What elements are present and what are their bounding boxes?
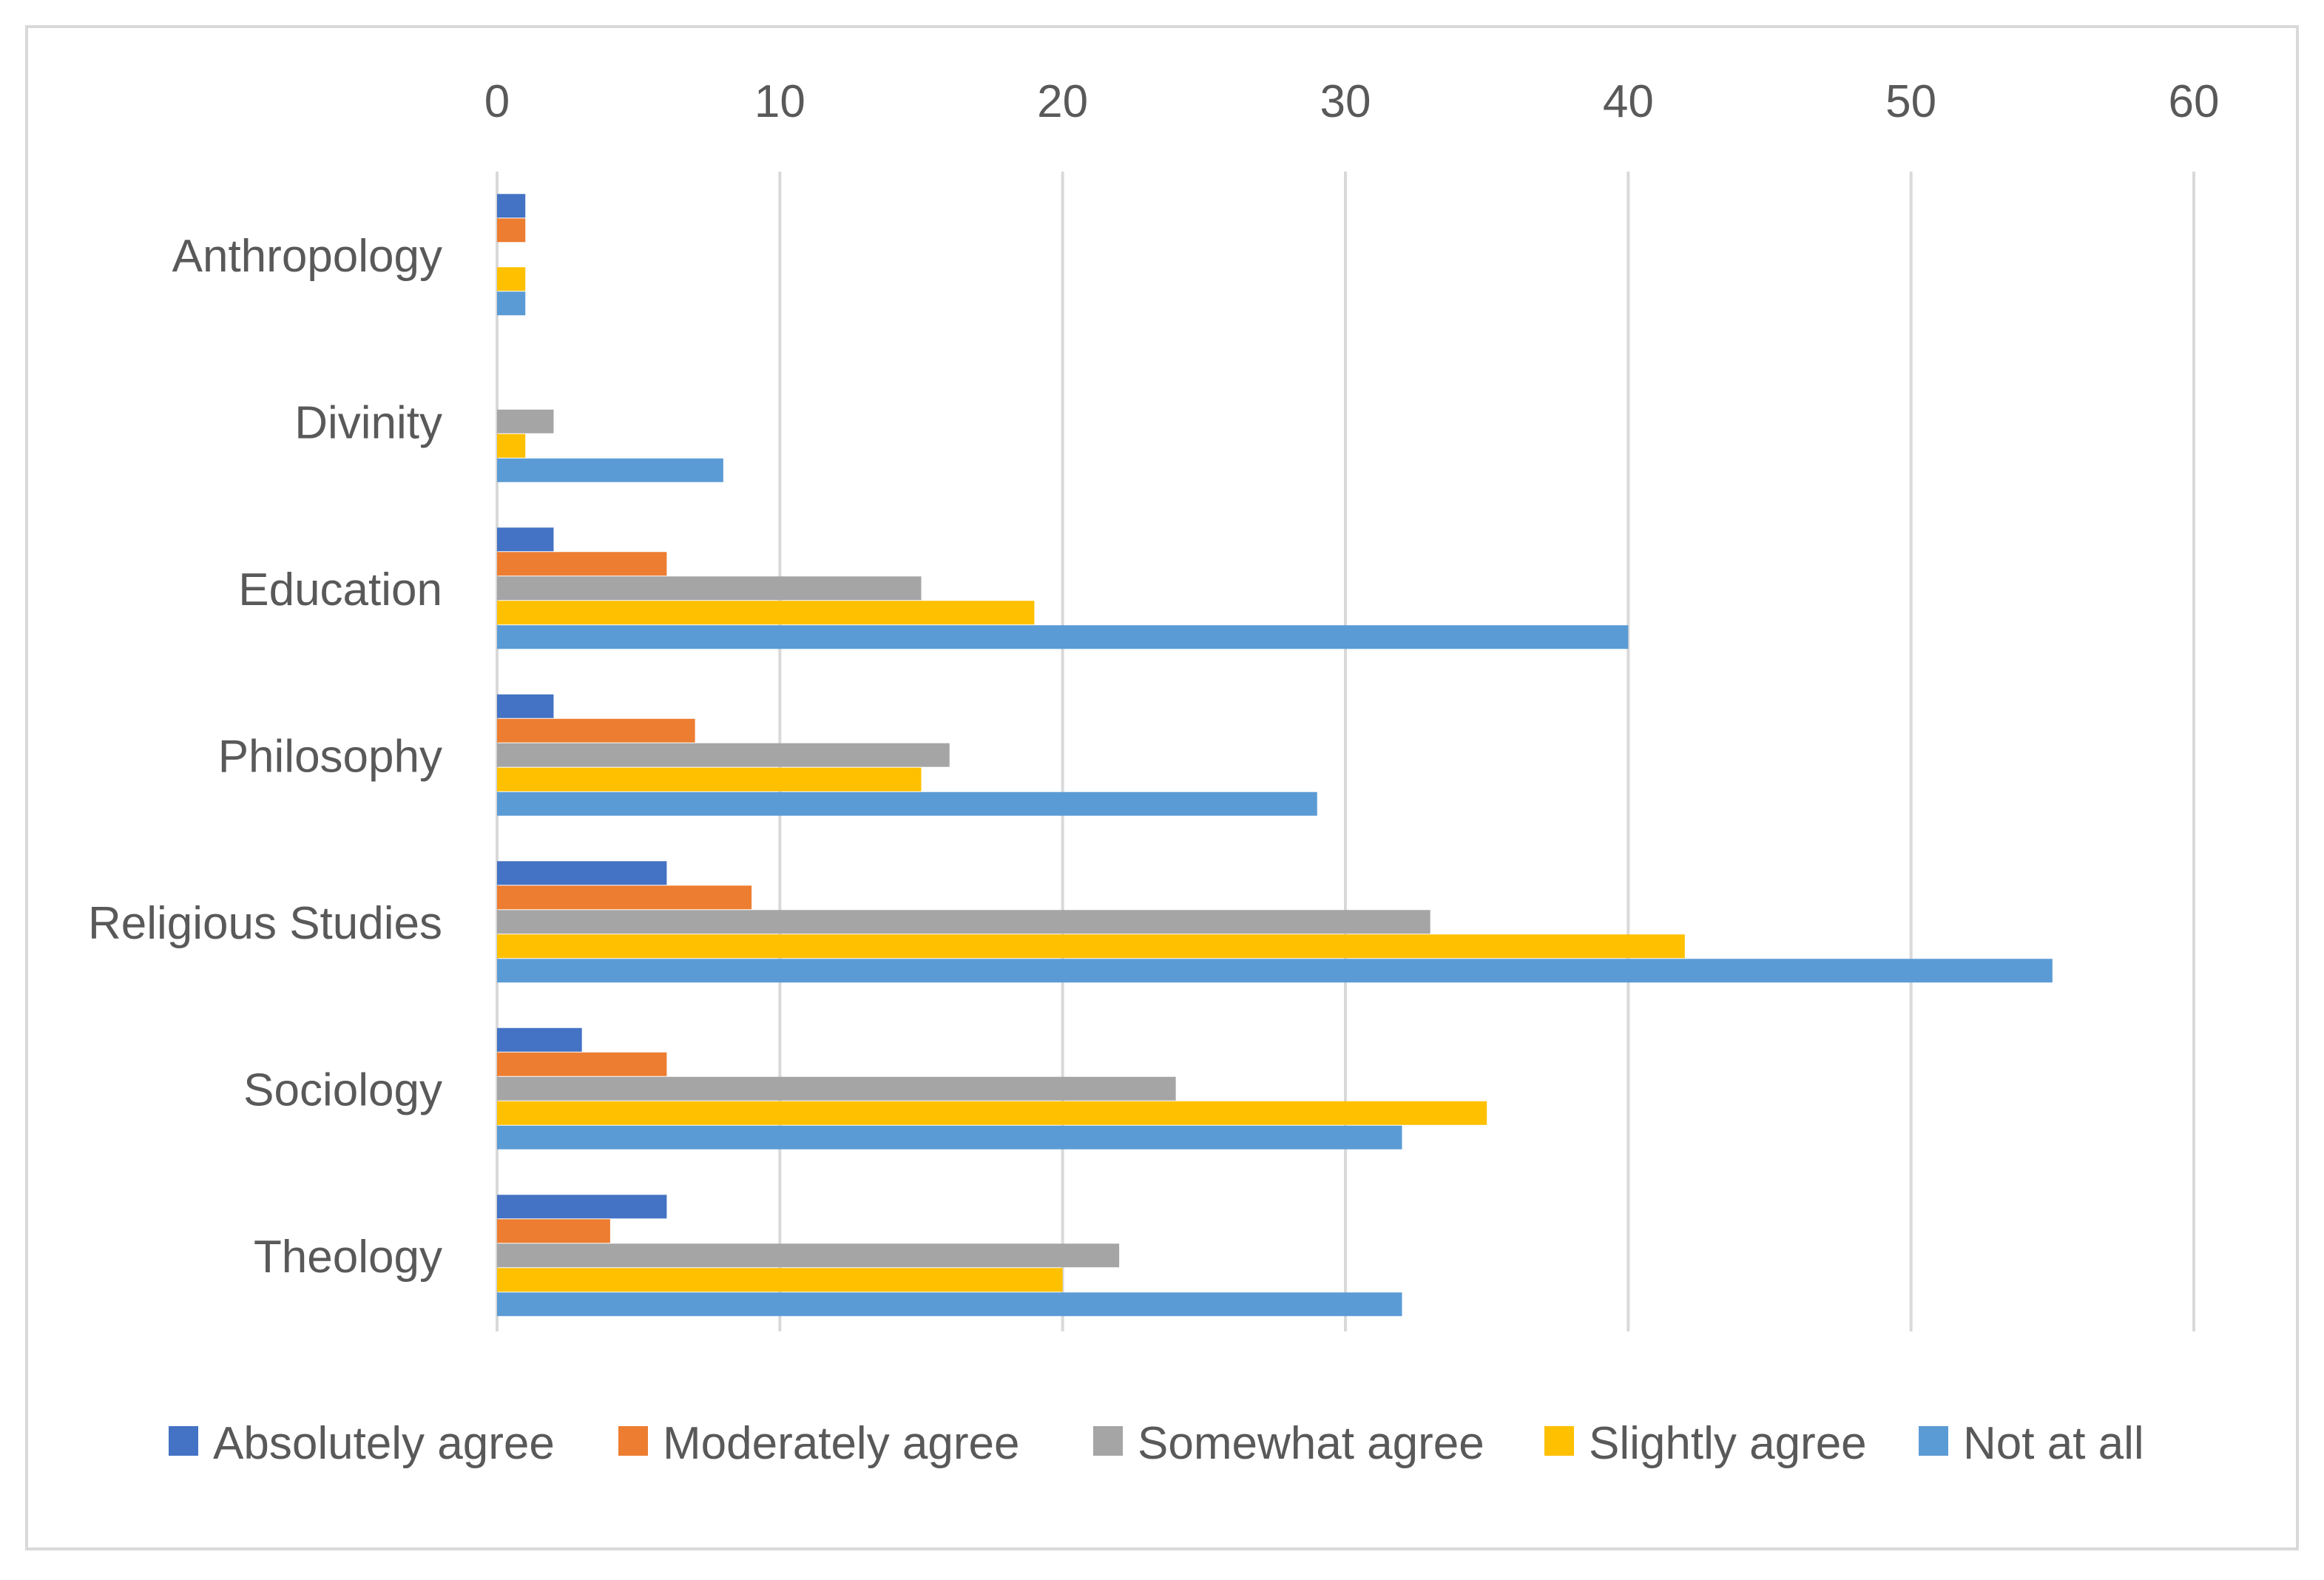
bar [497, 1268, 1063, 1292]
bar [497, 552, 667, 576]
bar [497, 267, 526, 291]
x-axis-ticks: 0 10 20 30 40 50 60 [484, 76, 2220, 127]
bar [497, 291, 526, 316]
x-tick-label: 10 [754, 76, 805, 127]
bar [497, 1052, 667, 1076]
bar [497, 1101, 1487, 1125]
bar [497, 959, 2053, 983]
bar [497, 409, 554, 433]
bar [497, 458, 723, 482]
bar [497, 625, 1629, 649]
legend: Absolutely agree Moderately agree Somewhat… [169, 1418, 2144, 1469]
category-label: Religious Studies [88, 898, 442, 949]
bar [497, 194, 526, 218]
bar [497, 743, 950, 767]
legend-label: Moderately agree [663, 1418, 1020, 1469]
x-tick-label: 50 [1885, 76, 1936, 127]
bar [497, 1292, 1402, 1317]
bar [497, 601, 1035, 625]
x-tick-label: 20 [1037, 76, 1088, 127]
x-tick-label: 60 [2169, 76, 2220, 127]
bar [497, 1027, 582, 1052]
bar [497, 1219, 610, 1243]
category-label: Theology [254, 1232, 442, 1283]
legend-label: Absolutely agree [213, 1418, 555, 1469]
bar [497, 576, 922, 601]
bars [497, 194, 2053, 1317]
bar [497, 1195, 667, 1219]
category-label: Divinity [294, 397, 442, 448]
bar [497, 791, 1317, 816]
bar [497, 1243, 1120, 1268]
bar [497, 934, 1685, 959]
category-label: Education [238, 564, 442, 615]
legend-swatch [618, 1426, 648, 1456]
legend-swatch [169, 1426, 198, 1456]
category-label: Anthropology [172, 231, 442, 282]
bar [497, 718, 695, 743]
bar [497, 861, 667, 885]
legend-label: Somewhat agree [1138, 1418, 1484, 1469]
legend-label: Slightly agree [1589, 1418, 1867, 1469]
bar [497, 1076, 1176, 1101]
bar [497, 694, 554, 718]
bar [497, 767, 922, 791]
legend-swatch [1093, 1426, 1123, 1456]
y-axis-categories: Anthropology Divinity Education Philosophy R… [88, 231, 442, 1283]
bar [497, 433, 526, 458]
legend-label: Not at all [1963, 1418, 2144, 1469]
bar [497, 527, 554, 552]
x-tick-label: 30 [1320, 76, 1371, 127]
bar [497, 1125, 1402, 1149]
category-label: Philosophy [218, 731, 442, 782]
legend-swatch [1919, 1426, 1948, 1456]
legend-swatch [1544, 1426, 1574, 1456]
bar [497, 218, 526, 243]
bar [497, 910, 1430, 934]
x-tick-label: 40 [1603, 76, 1654, 127]
category-label: Sociology [243, 1064, 442, 1115]
bar [497, 885, 752, 910]
x-tick-label: 0 [484, 76, 510, 127]
